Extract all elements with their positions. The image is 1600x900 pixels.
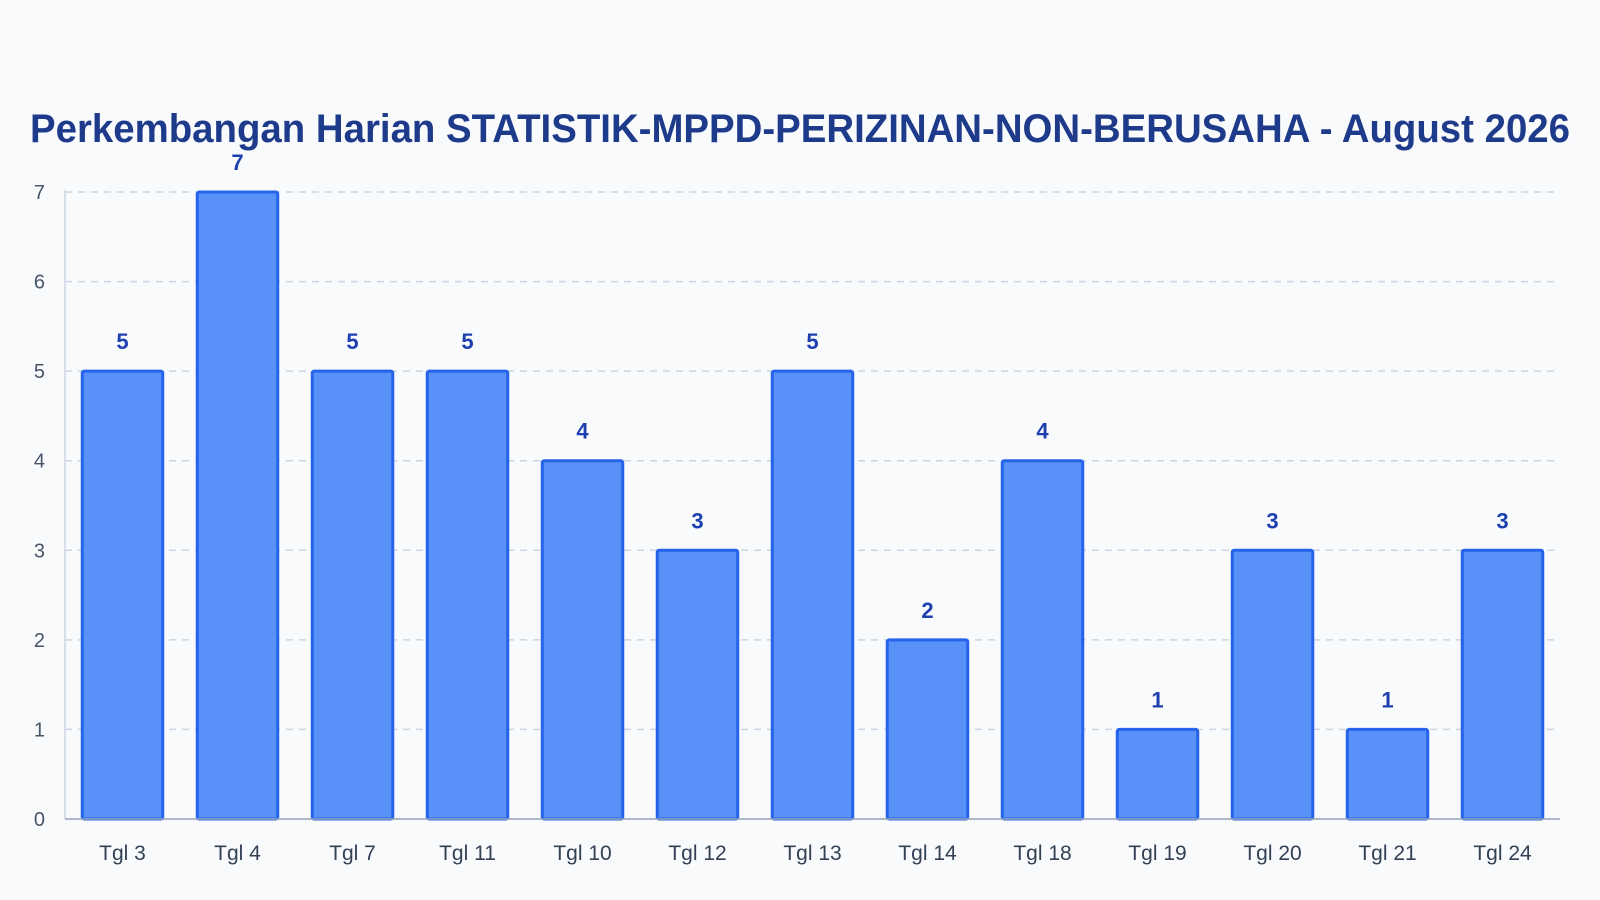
x-tick-label: Tgl 13 <box>783 842 841 865</box>
data-label: 5 <box>806 329 818 354</box>
x-tick-label: Tgl 10 <box>553 842 611 865</box>
y-tick-label: 0 <box>34 809 45 831</box>
data-label: 1 <box>1381 687 1393 712</box>
data-label: 3 <box>1496 508 1508 533</box>
x-tick-label: Tgl 18 <box>1013 842 1071 865</box>
data-label: 3 <box>691 508 703 533</box>
bar <box>80 369 165 821</box>
bar <box>1115 727 1200 821</box>
bar <box>1230 548 1315 821</box>
data-label: 2 <box>921 598 933 623</box>
y-tick-label: 3 <box>34 540 45 562</box>
bar <box>1345 727 1430 821</box>
bar <box>195 190 280 821</box>
x-tick-label: Tgl 4 <box>214 842 261 865</box>
x-tick-label: Tgl 14 <box>898 842 957 865</box>
y-tick-label: 1 <box>34 719 45 741</box>
y-tick-label: 6 <box>34 272 45 294</box>
x-axis: Tgl 3 Tgl 4 Tgl 7 Tgl 11 Tgl 10 Tgl 12 Tgl 13 T… <box>65 818 1560 865</box>
y-axis: 0 1 2 3 4 5 6 7 <box>34 182 66 831</box>
bar <box>770 369 855 821</box>
x-tick-label: Tgl 12 <box>668 842 726 865</box>
y-tick-label: 2 <box>34 630 45 652</box>
data-label: 1 <box>1151 687 1163 712</box>
chart-title: Perkembangan Harian STATISTIK-MPPD-PERIZ… <box>30 107 1570 151</box>
x-tick-label: Tgl 11 <box>439 842 496 865</box>
data-label: 5 <box>461 329 473 354</box>
bar <box>885 638 970 821</box>
bar <box>540 459 625 821</box>
data-label: 3 <box>1266 508 1278 533</box>
x-tick-label: Tgl 21 <box>1358 842 1416 865</box>
x-tick-label: Tgl 7 <box>329 842 376 865</box>
data-label: 7 <box>231 150 243 175</box>
y-tick-label: 7 <box>34 182 45 204</box>
bars: 5 7 5 5 4 3 5 2 4 1 3 1 3 <box>80 150 1545 821</box>
bar <box>1460 548 1545 821</box>
x-tick-label: Tgl 19 <box>1128 842 1186 865</box>
data-label: 4 <box>576 419 589 444</box>
bar <box>1000 459 1085 821</box>
bar <box>655 548 740 821</box>
y-tick-label: 4 <box>34 451 45 473</box>
x-tick-label: Tgl 20 <box>1243 842 1301 865</box>
x-tick-label: Tgl 24 <box>1473 842 1532 865</box>
bar <box>310 369 395 821</box>
data-label: 5 <box>116 329 128 354</box>
data-label: 5 <box>346 329 358 354</box>
bar <box>425 369 510 821</box>
x-tick-label: Tgl 3 <box>99 842 146 865</box>
y-tick-label: 5 <box>34 361 45 383</box>
data-label: 4 <box>1036 419 1049 444</box>
